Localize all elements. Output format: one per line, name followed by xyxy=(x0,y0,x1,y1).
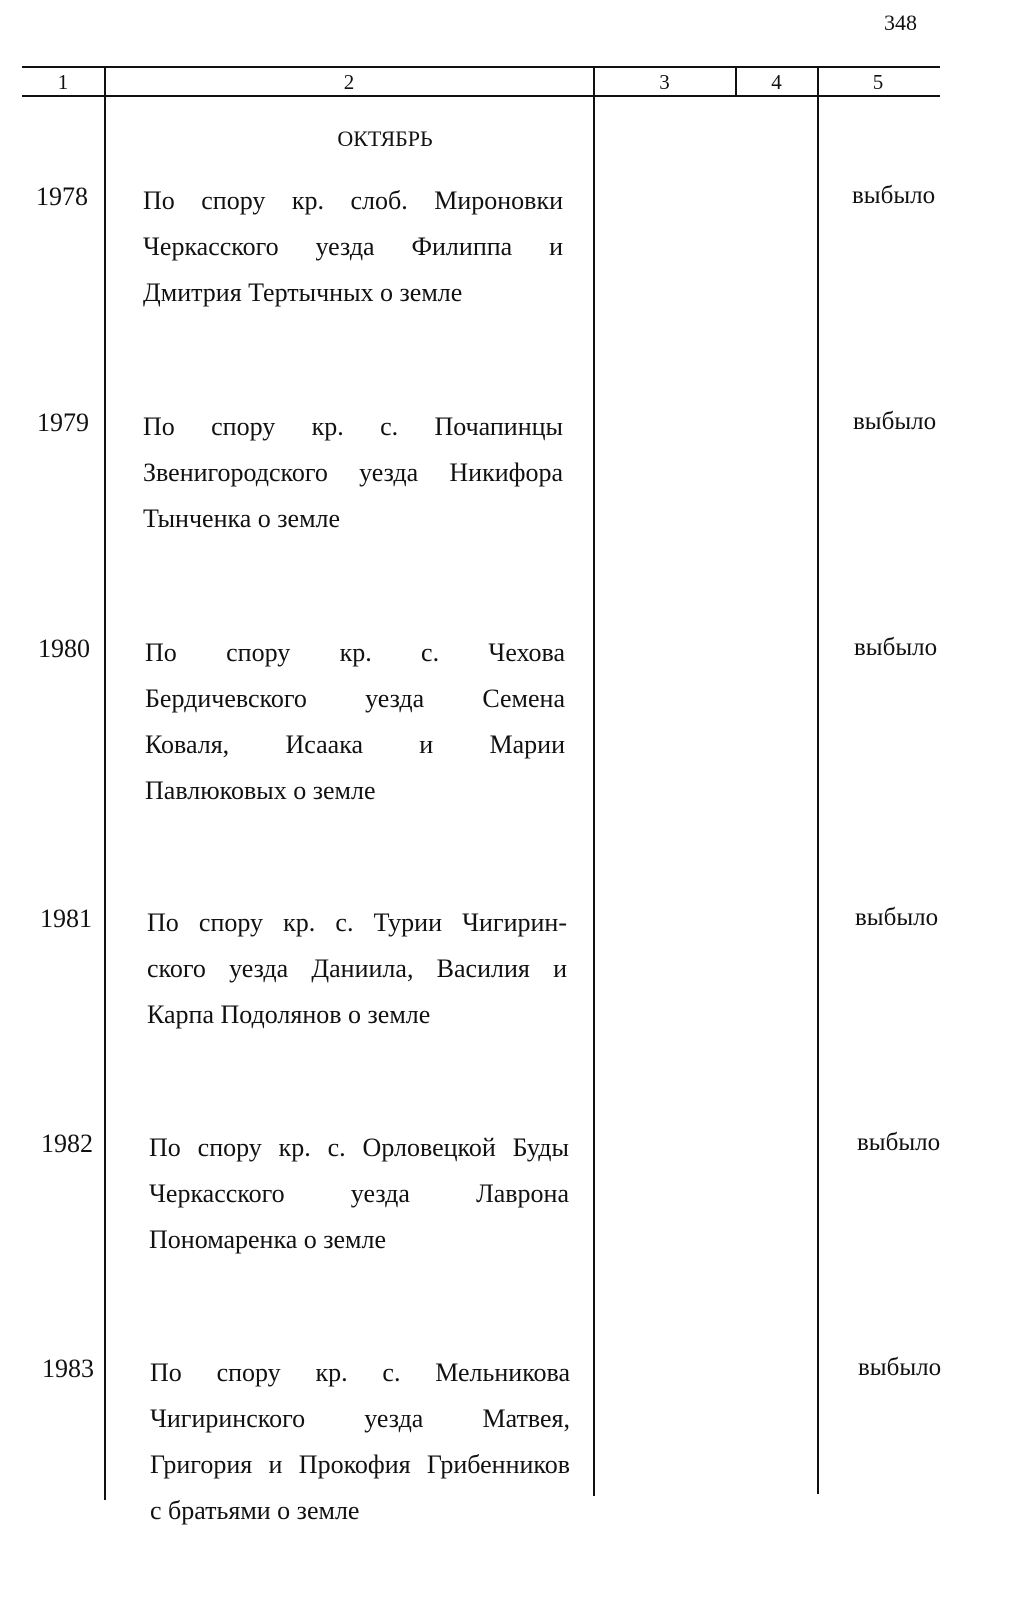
column-divider xyxy=(735,66,737,96)
description-line: Коваля, Исаака и Марии xyxy=(145,730,565,759)
description-line: По спору кр. с. Мельникова xyxy=(150,1358,570,1387)
entry-number: 1980 xyxy=(38,634,90,663)
description-line: Тынченка о земле xyxy=(143,504,341,533)
entry-status: выбыло xyxy=(853,408,937,435)
entry-number: 1981 xyxy=(40,904,92,933)
description-line: Черкасского уезда Филиппа и xyxy=(143,232,563,261)
entry-number: 1983 xyxy=(42,1354,94,1383)
column-header-3: 3 xyxy=(659,70,670,94)
entry-description: По спору кр. с. Мельникова Чигиринского у… xyxy=(150,1350,570,1534)
page-number: 348 xyxy=(884,10,917,35)
entry-description: По спору кр. с. Чехова Бердичевского уезд… xyxy=(145,630,565,814)
description-line: По спору кр. слоб. Мироновки xyxy=(143,186,563,215)
description-line: Пономаренка о земле xyxy=(149,1225,387,1254)
description-line: По спору кр. с. Чехова xyxy=(145,638,565,667)
description-line: Карпа Подолянов о земле xyxy=(147,1000,431,1029)
description-line: Дмитрия Тертычных о земле xyxy=(143,278,463,307)
column-header-5: 5 xyxy=(872,70,884,94)
description-line: ского уезда Даниила, Василия и xyxy=(147,954,567,983)
description-line: Звенигородского уезда Никифора xyxy=(143,458,563,487)
entry-status: выбыло xyxy=(852,182,936,209)
column-divider xyxy=(817,66,819,1494)
description-line: Чигиринского уезда Матвея, xyxy=(150,1404,570,1433)
entry-description: По спору кр. с. Почапинцы Звенигородского… xyxy=(143,404,563,542)
entry-number: 1982 xyxy=(41,1129,93,1158)
entry-description: По спору кр. слоб. Мироновки Черкасского … xyxy=(143,178,563,316)
description-line: По спору кр. с. Турии Чигирин- xyxy=(147,908,567,937)
description-line: Павлюковых о земле xyxy=(145,776,376,805)
entry-status: выбыло xyxy=(857,1129,941,1156)
description-line: По спору кр. с. Почапинцы xyxy=(143,412,563,441)
column-header-4: 4 xyxy=(771,70,782,94)
entry-number: 1979 xyxy=(37,408,89,437)
month-heading: ОКТЯБРЬ xyxy=(337,126,433,151)
entry-number: 1978 xyxy=(36,182,88,211)
entry-description: По спору кр. с. Орловецкой Буды Черкасско… xyxy=(149,1125,569,1263)
column-divider xyxy=(104,66,106,1500)
description-line: По спору кр. с. Орловецкой Буды xyxy=(149,1133,569,1162)
entry-status: выбыло xyxy=(854,634,938,661)
entry-description: По спору кр. с. Турии Чигирин-ского уезд… xyxy=(147,900,567,1038)
description-line: Григория и Прокофия Грибенников xyxy=(150,1450,570,1479)
description-line: с братьями о земле xyxy=(150,1496,360,1525)
column-header-1: 1 xyxy=(57,70,69,94)
header-bottom-rule xyxy=(22,95,940,97)
entry-status: выбыло xyxy=(858,1354,942,1381)
column-divider xyxy=(593,66,595,1496)
description-line: Черкасского уезда Лаврона xyxy=(149,1179,569,1208)
column-header-2: 2 xyxy=(343,70,355,94)
entry-status: выбыло xyxy=(855,904,939,931)
description-line: Бердичевского уезда Семена xyxy=(145,684,565,713)
table-top-rule xyxy=(22,66,940,68)
